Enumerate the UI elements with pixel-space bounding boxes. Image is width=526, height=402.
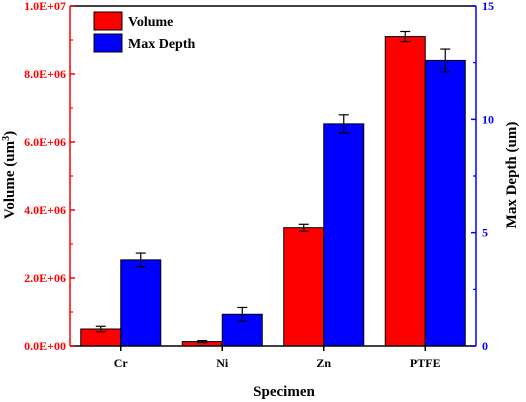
x-axis-title: Specimen: [253, 384, 315, 400]
y-axis-right-title: Max Depth (um): [504, 122, 520, 229]
y-axis-left-title: Volume (um3): [1, 131, 19, 219]
legend-swatch-volume: [93, 11, 123, 31]
x-tick-label-ptfe: PTFE: [410, 356, 441, 370]
y-left-tick-label: 8.0E+06: [24, 67, 66, 81]
y-right-tick-label: 5: [482, 226, 488, 240]
y-left-tick-label: 6.0E+06: [24, 135, 66, 149]
axes-layer: Cr Ni Zn PTFE 0.0E+00 2.0E+06 4.0E+06 6.0E+06 8.…: [24, 0, 494, 370]
y-right-tick-label: 0: [482, 339, 488, 353]
error-bars-layer: [95, 30, 451, 344]
y-left-tick-label: 1.0E+07: [24, 0, 66, 13]
y-axis-left-title-superscript: 3: [1, 136, 12, 141]
bar-max-depth-zn: [323, 123, 365, 347]
legend: Volume Max Depth: [93, 11, 195, 53]
bar-max-depth-ptfe: [424, 59, 466, 347]
bar-volume-zn: [283, 227, 325, 347]
legend-label-volume: Volume: [128, 15, 173, 30]
y-left-tick-label: 0.0E+00: [24, 339, 66, 353]
legend-label-max-depth: Max Depth: [128, 37, 195, 52]
x-tick-label-cr: Cr: [114, 356, 129, 370]
x-tick-label-ni: Ni: [216, 356, 229, 370]
x-tick-label-zn: Zn: [316, 356, 331, 370]
legend-swatch-max-depth: [93, 33, 123, 53]
y-right-tick-label: 15: [482, 0, 494, 13]
y-axis-left-title-main: Volume (um: [2, 140, 18, 219]
y-right-tick-label: 10: [482, 112, 494, 126]
y-axis-left-title-suffix: ): [2, 131, 18, 136]
bar-volume-ptfe: [384, 36, 426, 347]
y-left-tick-label: 4.0E+06: [24, 203, 66, 217]
bars-layer: [80, 36, 466, 347]
y-left-tick-label: 2.0E+06: [24, 271, 66, 285]
bar-max-depth-cr: [120, 259, 162, 347]
